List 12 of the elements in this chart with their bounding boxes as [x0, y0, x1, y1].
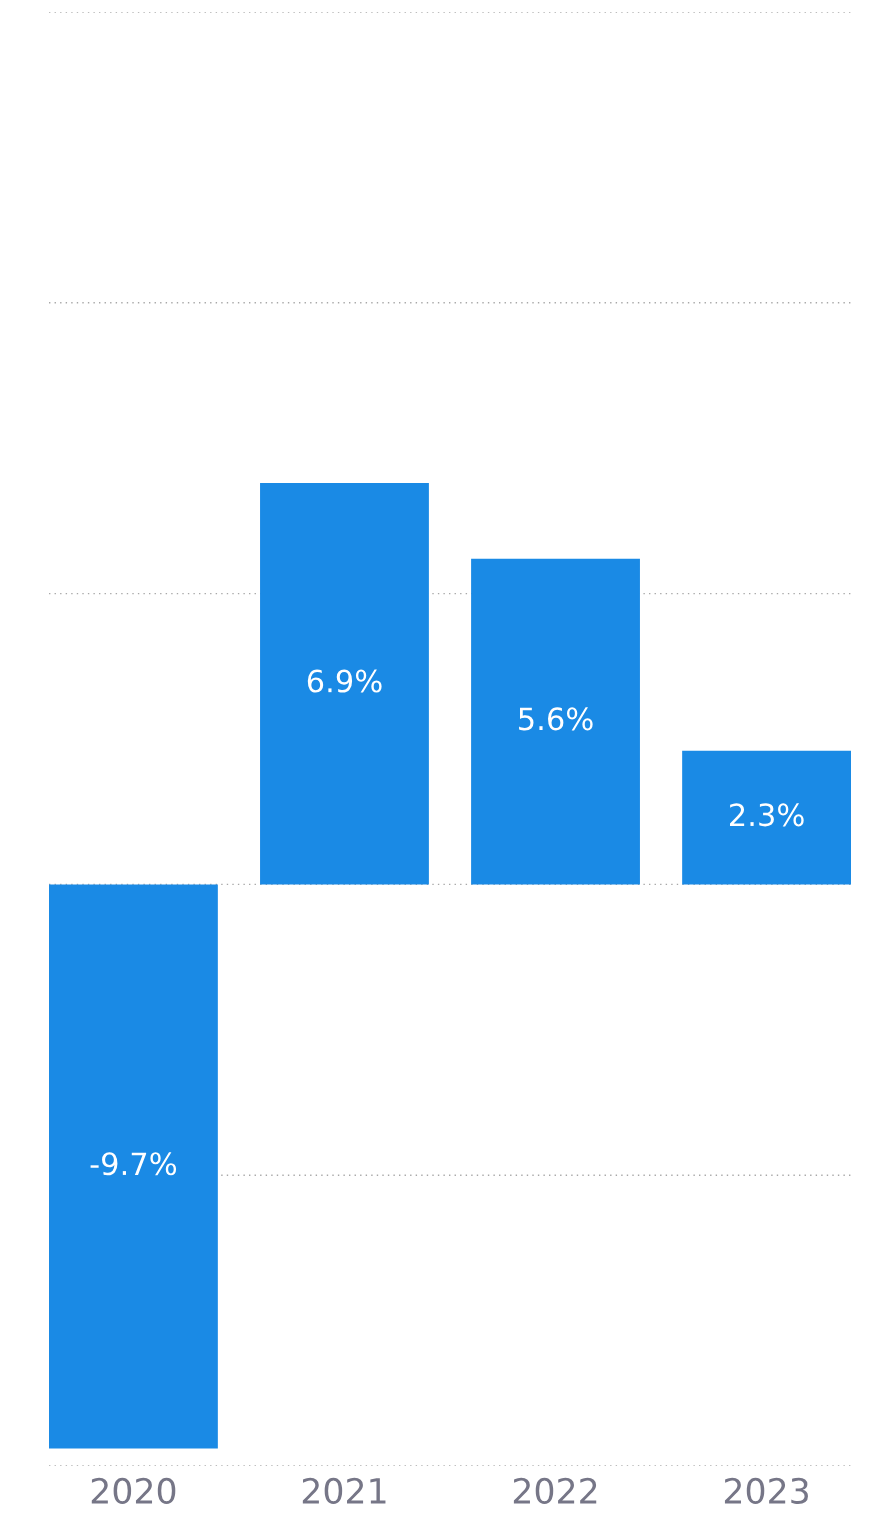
bar [49, 884, 218, 1449]
bar [471, 558, 640, 885]
x-tick-label: 2022 [513, 1477, 597, 1504]
data-label: 5.6% [519, 707, 593, 731]
x-tick-label: 2020 [91, 1477, 176, 1504]
data-label: 6.9% [307, 669, 382, 693]
x-tick-label: 2021 [302, 1477, 386, 1504]
bar [682, 750, 851, 885]
data-label: -9.7% [90, 1152, 177, 1176]
data-label: 2.3% [730, 803, 804, 827]
bar [260, 483, 429, 885]
x-tick-label: 2023 [724, 1477, 808, 1504]
